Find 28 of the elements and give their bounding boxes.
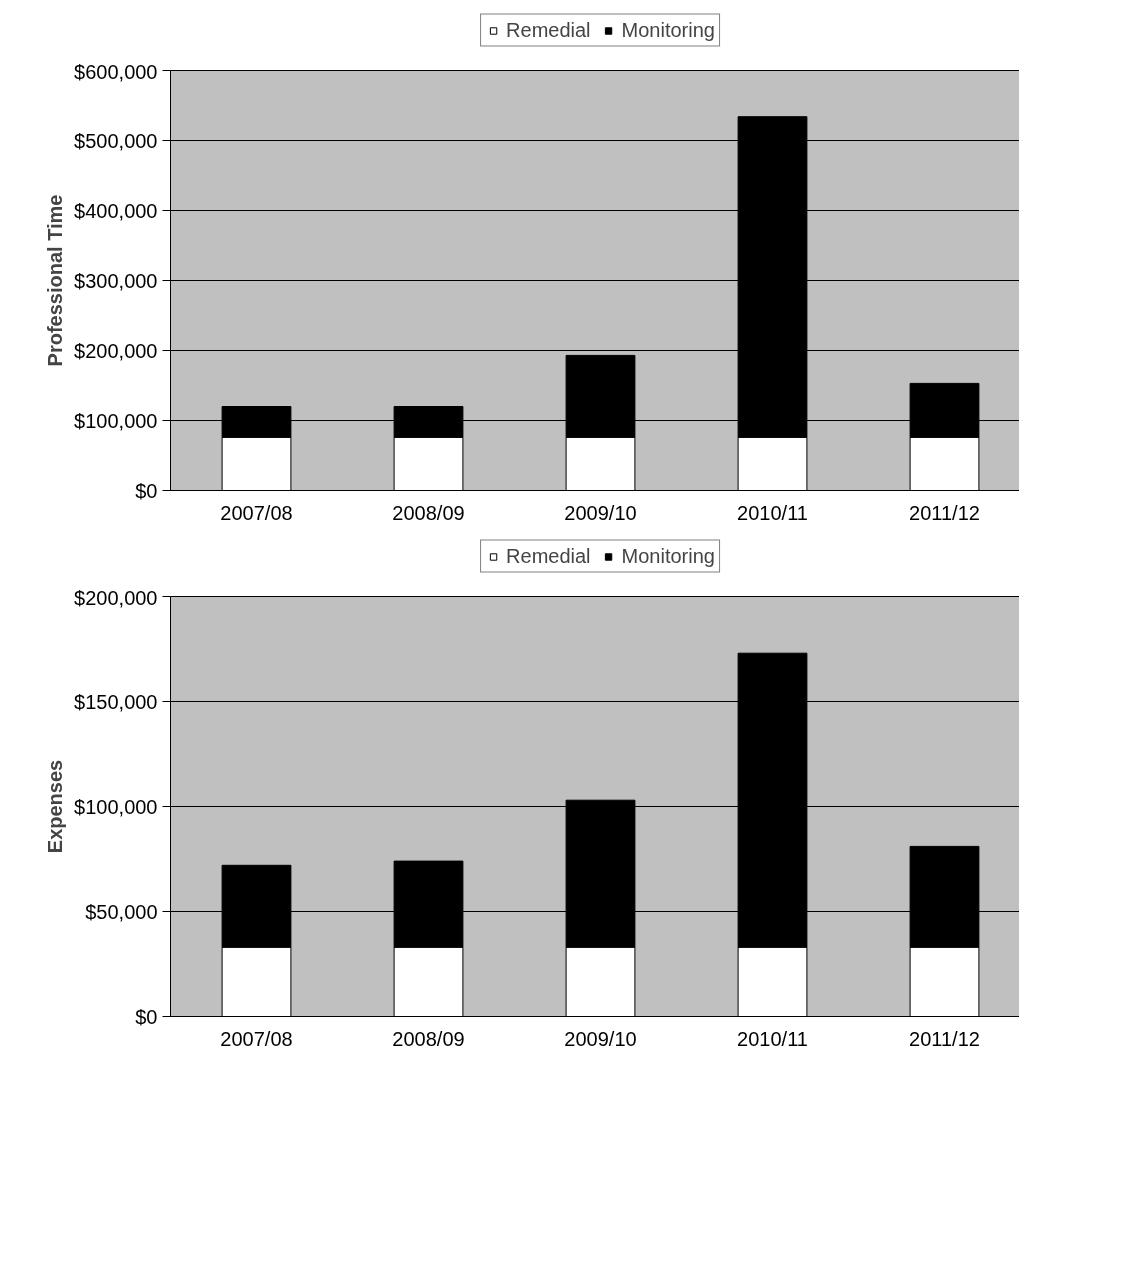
- y-tick-label: $100,000: [74, 409, 158, 432]
- x-tick-label: 2009/10: [564, 1027, 637, 1050]
- y-tick-label: $0: [135, 1005, 158, 1028]
- x-tick-label: 2010/11: [737, 1027, 808, 1050]
- x-tick-label: 2011/12: [909, 1027, 980, 1050]
- y-tick-label: $150,000: [74, 690, 158, 713]
- y-tick-label: $50,000: [85, 900, 158, 923]
- legend-label: Remedial: [506, 18, 591, 42]
- y-tick-label: $500,000: [74, 129, 158, 152]
- y-tick-label: $0: [135, 479, 158, 502]
- x-tick-label: 2010/11: [737, 501, 808, 524]
- y-tick-label: $300,000: [74, 269, 158, 292]
- x-tick-label: 2011/12: [909, 501, 980, 524]
- y-axis-title: Professional Time: [44, 194, 67, 367]
- y-tick-label: $600,000: [74, 60, 158, 83]
- y-axis-title: Expenses: [44, 759, 67, 854]
- x-tick-label: 2009/10: [564, 501, 637, 524]
- legend-label: Monitoring: [621, 18, 715, 42]
- y-tick-label: $200,000: [74, 339, 158, 362]
- legend-label: Remedial: [506, 544, 591, 568]
- y-tick-label: $400,000: [74, 199, 158, 222]
- legend-label: Monitoring: [621, 544, 715, 568]
- y-tick-label: $200,000: [74, 586, 158, 609]
- y-tick-label: $100,000: [74, 795, 158, 818]
- x-tick-label: 2007/08: [220, 1027, 293, 1050]
- x-tick-label: 2008/09: [392, 1027, 465, 1050]
- x-tick-label: 2008/09: [392, 501, 465, 524]
- x-tick-label: 2007/08: [220, 501, 293, 524]
